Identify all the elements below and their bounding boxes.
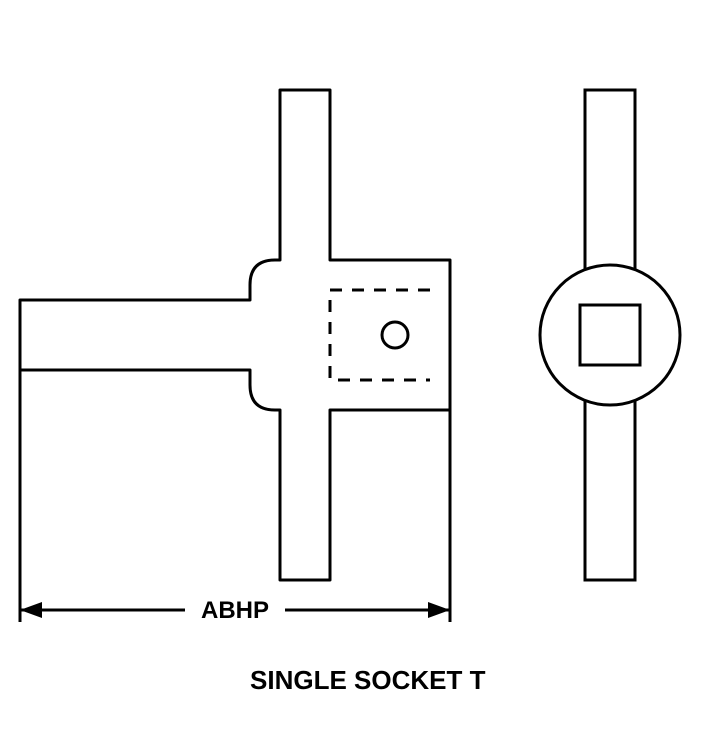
dim-arrow-left <box>20 602 42 618</box>
dim-arrow-right <box>428 602 450 618</box>
end-view-circle <box>540 265 680 405</box>
socket-hidden-outline <box>330 290 430 380</box>
side-view-outline <box>20 90 450 580</box>
dim-label: ABHP <box>201 597 269 624</box>
caption-text: SINGLE SOCKET T <box>250 665 485 696</box>
pin-circle <box>382 322 408 348</box>
